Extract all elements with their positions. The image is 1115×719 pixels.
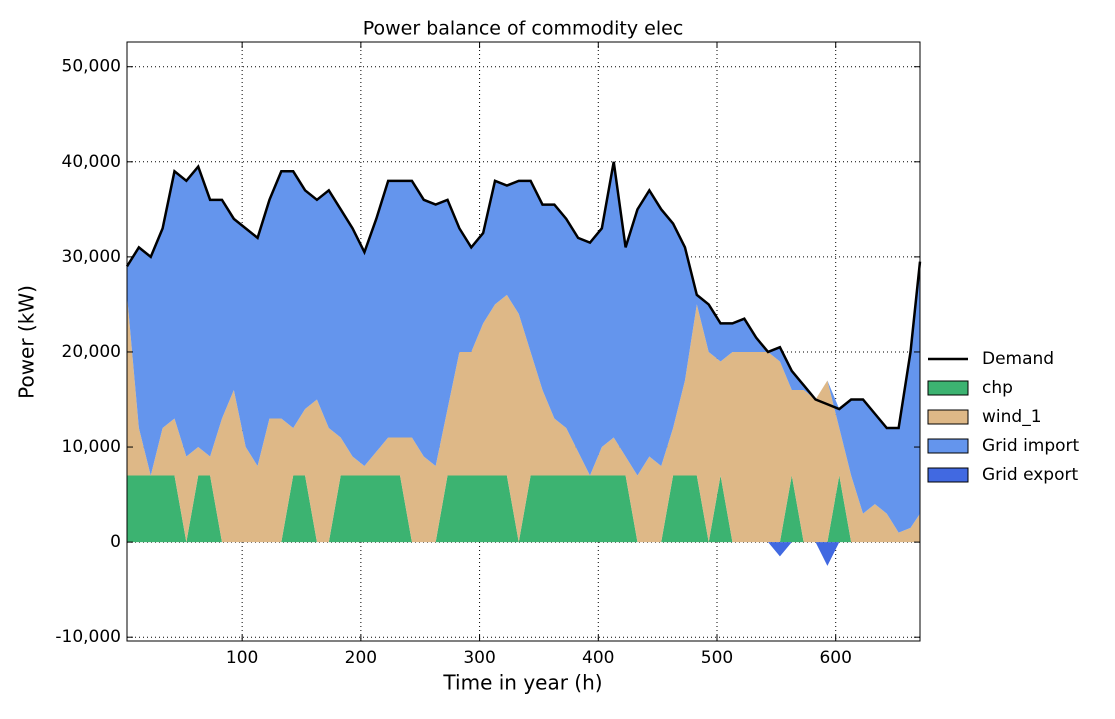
x-tick-label: 400 [582,648,614,668]
legend-swatch [927,409,969,425]
y-tick-label: 10,000 [62,437,121,457]
x-tick-label: 600 [819,648,851,668]
x-tick-label: 300 [463,648,495,668]
x-tick-label: 500 [701,648,733,668]
legend-label: chp [982,378,1013,398]
area [127,294,920,543]
y-tick-label: 20,000 [62,342,121,362]
x-tick-label: 200 [345,648,377,668]
y-tick-label: 0 [110,532,121,552]
legend-swatch [927,380,969,396]
legend-label: wind_1 [982,407,1042,427]
area [127,475,920,543]
line [125,161,922,430]
y-tick-label: 40,000 [62,152,121,172]
y-tick-label: -10,000 [55,627,121,647]
area [127,542,920,566]
x-tick-label: 100 [226,648,258,668]
legend-swatch [927,467,969,483]
y-axis-label: Power (kW) [15,285,39,399]
y-tick-label: 50,000 [62,57,121,77]
chart-title: Power balance of commodity elec [363,18,684,40]
legend-label: Grid export [982,465,1078,485]
x-axis-label: Time in year (h) [442,671,602,695]
legend-label: Grid import [982,436,1080,456]
area [127,161,920,533]
plot-frame [126,41,921,642]
y-tick-label: 30,000 [62,247,121,267]
legend-label: Demand [982,349,1054,369]
legend-swatch [927,438,969,454]
